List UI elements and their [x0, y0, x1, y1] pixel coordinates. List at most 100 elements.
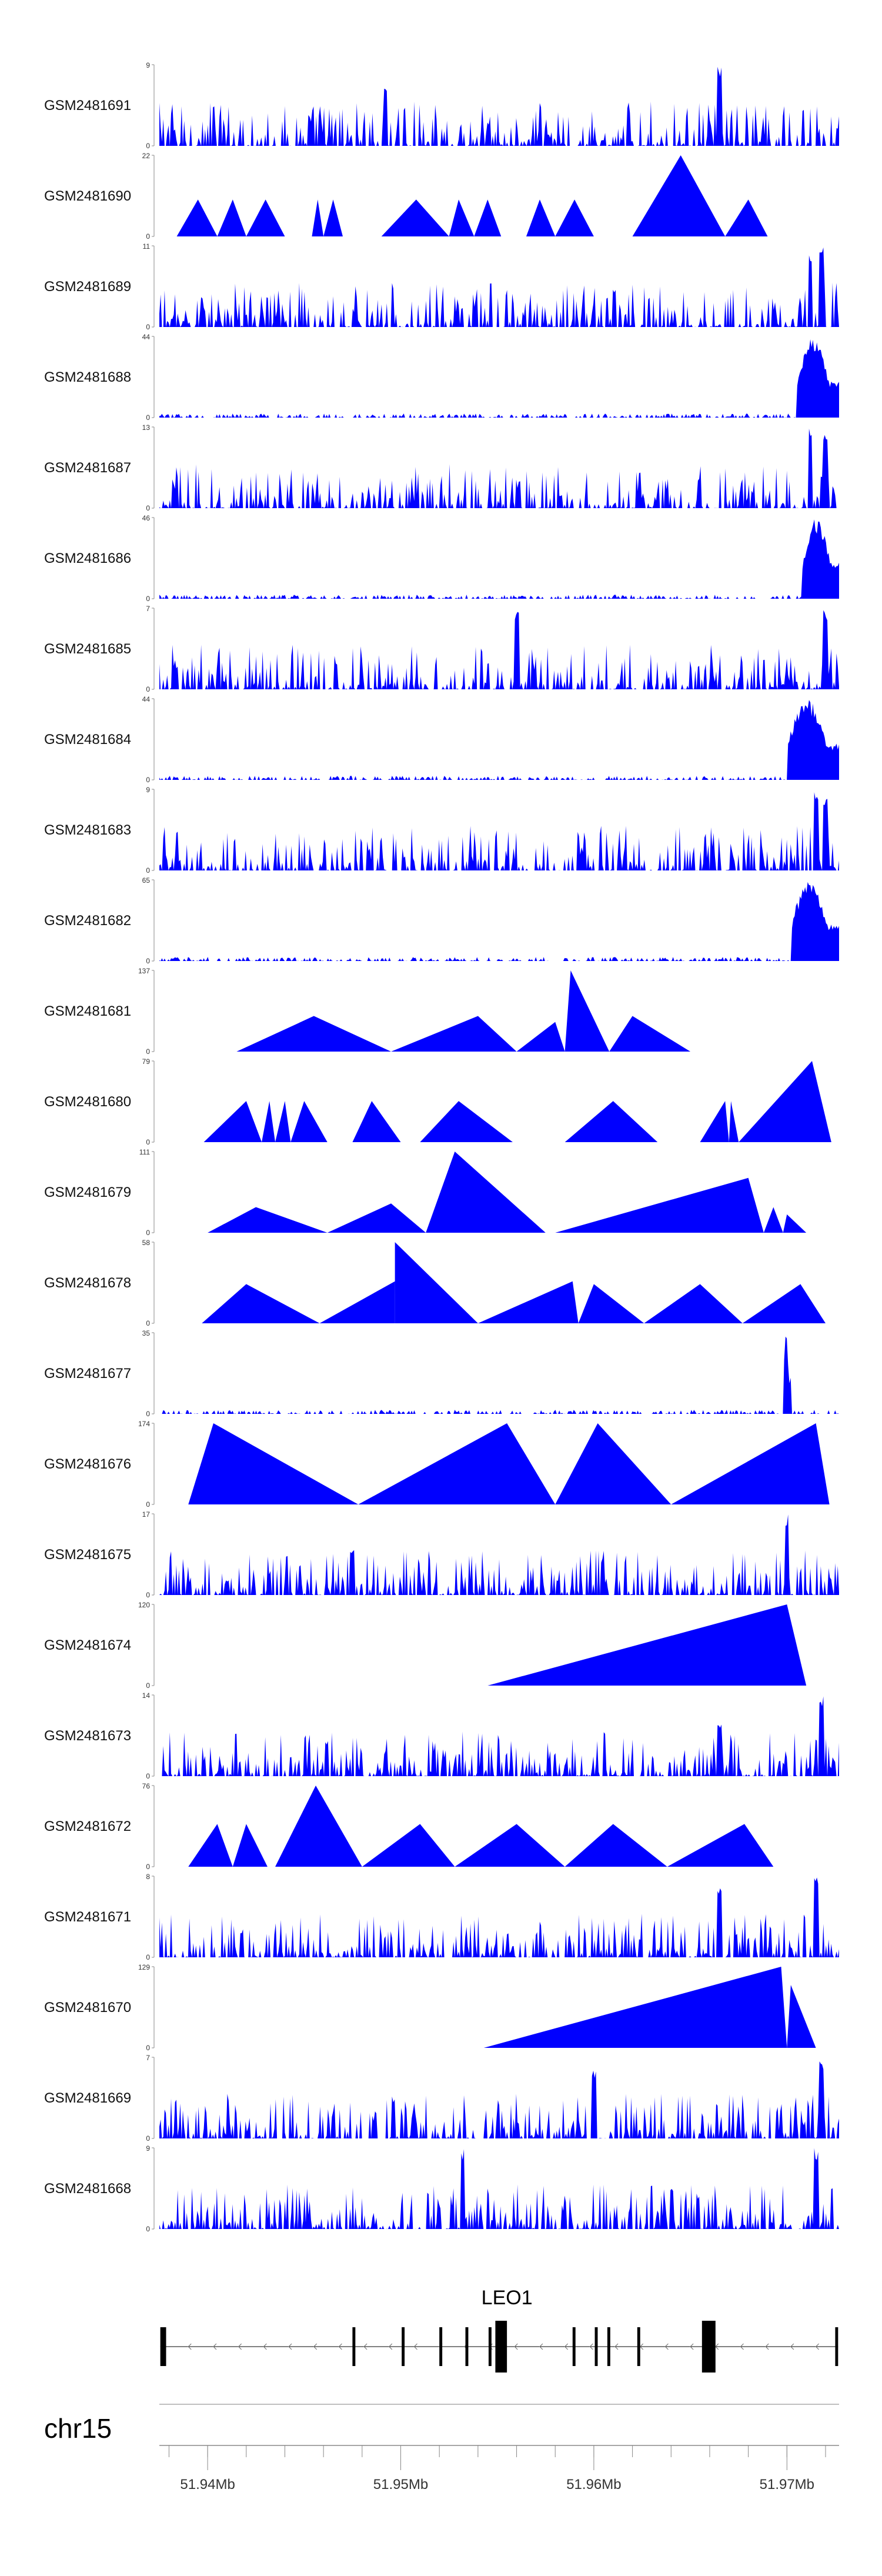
- y-min-label: 0: [146, 595, 150, 603]
- track-label: GSM2481685: [44, 641, 131, 657]
- y-min-label: 0: [146, 1772, 150, 1780]
- exon: [160, 2327, 166, 2366]
- signal-peak: [729, 1101, 739, 1142]
- track-GSM2481679: GSM2481679 111 0: [44, 1148, 807, 1237]
- track-label: GSM2481671: [44, 1909, 131, 1925]
- signal-coverage: [159, 247, 839, 327]
- signal-peak: [632, 155, 726, 236]
- y-max-label: 46: [142, 514, 151, 522]
- signal-coverage: [159, 882, 839, 961]
- strand-arrow: [714, 2343, 719, 2350]
- y-min-label: 0: [146, 2225, 150, 2233]
- y-max-label: 7: [146, 2054, 150, 2062]
- x-tick-label: 51.95Mb: [373, 2477, 428, 2492]
- track-label: GSM2481684: [44, 732, 131, 748]
- track-GSM2481681: GSM2481681 137 0: [44, 967, 691, 1056]
- y-max-label: 111: [139, 1148, 151, 1156]
- track-label: GSM2481681: [44, 1003, 131, 1019]
- signal-peak: [487, 1604, 807, 1686]
- signal-peak: [202, 1284, 320, 1323]
- track-label: GSM2481675: [44, 1547, 131, 1563]
- signal-peak: [236, 1016, 392, 1052]
- signal-peak: [526, 199, 556, 236]
- y-min-label: 0: [146, 1681, 150, 1690]
- y-max-label: 44: [142, 695, 151, 703]
- y-min-label: 0: [146, 2044, 150, 2052]
- track-label: GSM2481688: [44, 369, 131, 385]
- signal-peak: [739, 1061, 831, 1142]
- signal-peak: [176, 199, 218, 236]
- track-GSM2481676: GSM2481676 174 0: [44, 1420, 830, 1509]
- exon: [594, 2327, 598, 2366]
- y-min-label: 0: [146, 504, 150, 512]
- y-max-label: 137: [138, 967, 150, 975]
- y-max-label: 14: [142, 1691, 151, 1700]
- strand-arrow: [564, 2343, 569, 2350]
- y-min-label: 0: [146, 1138, 150, 1146]
- strand-arrow: [388, 2343, 393, 2350]
- y-min-label: 0: [146, 957, 150, 965]
- signal-peak: [555, 199, 594, 236]
- strand-arrow: [539, 2343, 543, 2350]
- track-label: GSM2481672: [44, 1818, 131, 1834]
- exon: [607, 2327, 610, 2366]
- signal-peak: [449, 199, 475, 236]
- signal-peak: [455, 1824, 565, 1867]
- exon: [572, 2327, 576, 2366]
- strand-arrow: [263, 2343, 267, 2350]
- strand-arrow: [790, 2343, 794, 2350]
- track-GSM2481685: GSM2481685 7 0: [44, 605, 839, 693]
- genomic-axis: chr15 51.94Mb 51.95Mb 51.96Mb 51.97Mb: [44, 2404, 839, 2492]
- signal-peak: [564, 970, 610, 1052]
- y-min-label: 0: [146, 1319, 150, 1327]
- signal-peak: [555, 1177, 764, 1233]
- signal-peak: [564, 1824, 667, 1867]
- track-GSM2481688: GSM2481688 44 0: [44, 333, 839, 422]
- strand-arrow: [363, 2343, 368, 2350]
- signal-peak: [262, 1101, 276, 1142]
- signal-peak: [725, 199, 768, 236]
- x-tick-label: 51.96Mb: [566, 2477, 621, 2492]
- signal-peak: [395, 1242, 478, 1323]
- y-min-label: 0: [146, 142, 150, 150]
- strand-arrow: [238, 2343, 242, 2350]
- signal-peak: [555, 1423, 671, 1504]
- signal-peak: [671, 1423, 830, 1504]
- signal-peak: [312, 199, 324, 236]
- y-max-label: 17: [142, 1510, 151, 1519]
- track-GSM2481672: GSM2481672 76 0: [44, 1782, 774, 1871]
- signal-peak: [323, 199, 343, 236]
- signal-peak: [381, 199, 449, 236]
- signal-peak: [246, 199, 285, 236]
- signal-peak: [352, 1101, 401, 1142]
- strand-arrow: [288, 2343, 292, 2350]
- signal-peak: [327, 1203, 426, 1233]
- track-GSM2481673: GSM2481673 14 0: [44, 1691, 839, 1780]
- y-max-label: 7: [146, 605, 150, 613]
- signal-peak: [391, 1016, 517, 1052]
- strand-arrow: [664, 2343, 669, 2350]
- signal-peak: [232, 1824, 268, 1867]
- track-label: GSM2481690: [44, 188, 131, 204]
- exon: [488, 2327, 492, 2366]
- track-GSM2481668: GSM2481668 9 0: [44, 2144, 839, 2233]
- track-label: GSM2481680: [44, 1094, 131, 1110]
- y-min-label: 0: [146, 1953, 150, 1961]
- exon: [439, 2327, 443, 2366]
- x-tick-label: 51.94Mb: [180, 2477, 235, 2492]
- signal-coverage: [159, 610, 839, 689]
- signal-peak: [208, 1207, 328, 1233]
- signal-coverage: [159, 1877, 839, 1957]
- track-GSM2481669: GSM2481669 7 0: [44, 2054, 839, 2143]
- signal-peak: [742, 1284, 826, 1323]
- y-max-label: 9: [146, 2144, 150, 2153]
- exon: [352, 2327, 356, 2366]
- signal-peak: [290, 1101, 328, 1142]
- gene-model: LEO1: [160, 2287, 838, 2373]
- track-label: GSM2481673: [44, 1728, 131, 1744]
- signal-peak: [477, 1281, 579, 1323]
- y-min-label: 0: [146, 1229, 150, 1237]
- signal-coverage: [159, 700, 839, 780]
- exon: [835, 2327, 838, 2366]
